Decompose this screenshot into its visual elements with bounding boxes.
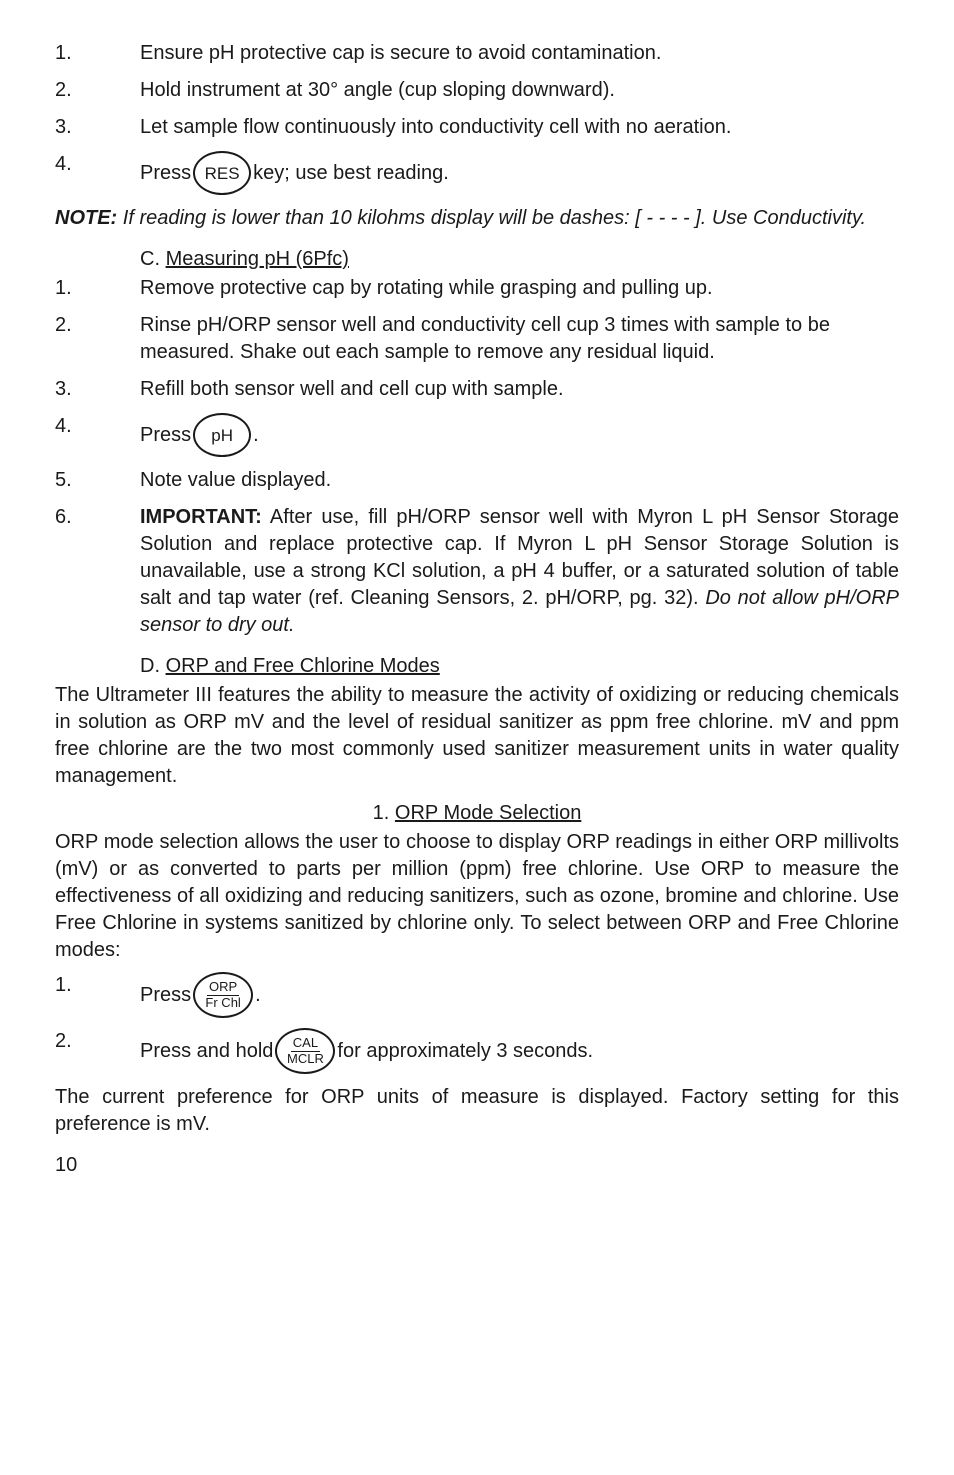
list-item: 1.Remove protective cap by rotating whil… (55, 275, 899, 302)
list-text: Press and hold CAL MCLR for approximatel… (140, 1028, 899, 1074)
text-post: . (255, 982, 261, 1009)
res-key-icon: RES (193, 151, 251, 195)
list-item: 3.Refill both sensor well and cell cup w… (55, 376, 899, 403)
list-text: Remove protective cap by rotating while … (140, 275, 899, 302)
sub-title: ORP Mode Selection (395, 802, 581, 824)
list-number: 4. (55, 151, 140, 195)
text-pre: Press (140, 982, 191, 1009)
list-item: 5. Note value displayed. (55, 467, 899, 494)
list-item: 4. Press pH . (55, 413, 899, 457)
list-number: 1. (55, 972, 140, 1018)
section-c-heading: C. Measuring pH (6Pfc) (140, 246, 899, 273)
key-top-label: CAL (291, 1036, 320, 1051)
text-pre: Press (140, 160, 191, 187)
list-item: 4. Press RES key; use best reading. (55, 151, 899, 195)
note-body: If reading is lower than 10 kilohms disp… (117, 207, 866, 229)
text-pre: Press and hold (140, 1038, 273, 1065)
list-item: 2.Hold instrument at 30° angle (cup slop… (55, 77, 899, 104)
section-title: Measuring pH (6Pfc) (166, 248, 349, 270)
list-number: 3. (55, 376, 140, 403)
para-1: ORP mode selection allows the user to ch… (55, 829, 899, 964)
section-d-heading: D. ORP and Free Chlorine Modes (140, 653, 899, 680)
list-text: Ensure pH protective cap is secure to av… (140, 40, 899, 67)
page-number: 10 (55, 1152, 899, 1179)
list-text: Rinse pH/ORP sensor well and conductivit… (140, 312, 899, 366)
sub-prefix: 1. (373, 802, 395, 824)
key-top-label: ORP (207, 980, 239, 995)
note-label: NOTE: (55, 207, 117, 229)
note-block: NOTE: If reading is lower than 10 kilohm… (55, 205, 899, 232)
text-post: . (253, 422, 259, 449)
list-number: 1. (55, 40, 140, 67)
text-pre: Press (140, 422, 191, 449)
list-number: 2. (55, 77, 140, 104)
cal-mclr-key-icon: CAL MCLR (275, 1028, 335, 1074)
list-text: Press RES key; use best reading. (140, 151, 899, 195)
key-bottom-label: MCLR (285, 1052, 326, 1066)
list-text: Hold instrument at 30° angle (cup slopin… (140, 77, 899, 104)
list-item: 2. Press and hold CAL MCLR for approxima… (55, 1028, 899, 1074)
orp-frchl-key-icon: ORP Fr Chl (193, 972, 253, 1018)
para-end: The current preference for ORP units of … (55, 1084, 899, 1138)
text-post: key; use best reading. (253, 160, 449, 187)
list-text: Note value displayed. (140, 467, 899, 494)
list-text: Press pH . (140, 413, 899, 457)
list-text: Let sample flow continuously into conduc… (140, 114, 899, 141)
section-title: ORP and Free Chlorine Modes (166, 655, 440, 677)
list-number: 5. (55, 467, 140, 494)
text-post: for approximately 3 seconds. (337, 1038, 593, 1065)
list-item: 1. Press ORP Fr Chl . (55, 972, 899, 1018)
list-item: 3.Let sample flow continuously into cond… (55, 114, 899, 141)
section-prefix: C. (140, 248, 166, 270)
list-text: Press ORP Fr Chl . (140, 972, 899, 1018)
list-item: 2.Rinse pH/ORP sensor well and conductiv… (55, 312, 899, 366)
section-prefix: D. (140, 655, 166, 677)
list-number: 1. (55, 275, 140, 302)
list-text: Refill both sensor well and cell cup wit… (140, 376, 899, 403)
list-number: 2. (55, 312, 140, 366)
list-item: 1.Ensure pH protective cap is secure to … (55, 40, 899, 67)
key-bottom-label: Fr Chl (203, 996, 242, 1010)
ph-key-icon: pH (193, 413, 251, 457)
list-number: 6. (55, 504, 140, 639)
important-label: IMPORTANT: (140, 506, 262, 528)
list-number: 4. (55, 413, 140, 457)
list-text: IMPORTANT: After use, fill pH/ORP sensor… (140, 504, 899, 639)
para-d: The Ultrameter III features the ability … (55, 682, 899, 790)
list-item-important: 6. IMPORTANT: After use, fill pH/ORP sen… (55, 504, 899, 639)
subsection-1-heading: 1. ORP Mode Selection (55, 800, 899, 827)
list-number: 3. (55, 114, 140, 141)
list-number: 2. (55, 1028, 140, 1074)
